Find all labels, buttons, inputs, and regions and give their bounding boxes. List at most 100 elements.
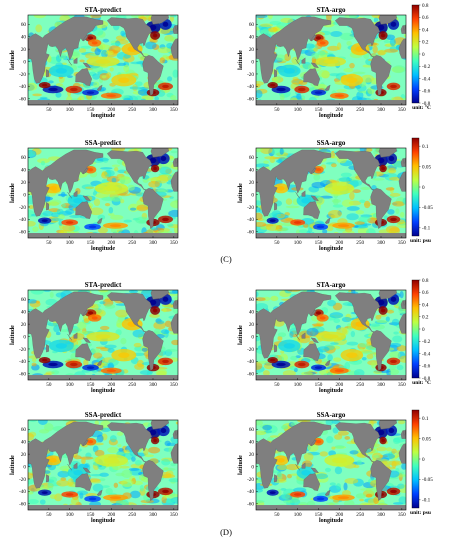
- anomaly-speckle: [354, 224, 369, 229]
- anomaly-speckle: [123, 219, 132, 223]
- anomaly-speckle: [116, 431, 124, 436]
- anomaly-speckle: [123, 64, 130, 73]
- land-mass: [303, 473, 320, 491]
- colorbar-tick-label: 0.05: [422, 436, 431, 442]
- anomaly-speckle: [385, 187, 395, 191]
- anomaly-speckle: [399, 355, 406, 363]
- anomaly-speckle: [265, 223, 280, 231]
- y-axis-label: latitude: [10, 183, 16, 203]
- land-mass: [82, 467, 91, 474]
- anomaly-speckle: [334, 445, 345, 449]
- anomaly-speckle: [160, 329, 170, 335]
- anomaly-speckle: [95, 346, 108, 350]
- land-mass: [274, 474, 277, 483]
- y-tick-label: 0: [23, 59, 26, 65]
- colorbar-tick-label: -0.1: [422, 498, 431, 504]
- anomaly-speckle: [282, 370, 296, 377]
- anomaly-speckle: [256, 336, 261, 342]
- colorbar-tick-label: -0.2: [422, 339, 431, 345]
- anomaly-speckle: [105, 487, 113, 495]
- x-tick-label: 50: [46, 107, 52, 113]
- anomaly-core: [70, 87, 78, 92]
- anomaly-speckle: [374, 148, 380, 153]
- anomaly-speckle: [346, 206, 360, 211]
- anomaly-speckle: [365, 493, 373, 498]
- anomaly-speckle: [117, 444, 122, 448]
- colorbar-tick-label: 0.1: [422, 144, 429, 150]
- land-mass: [310, 195, 319, 202]
- anomaly-speckle: [105, 50, 114, 55]
- anomaly-speckle: [352, 71, 366, 75]
- anomaly-speckle: [78, 95, 85, 102]
- land-mass: [28, 291, 104, 359]
- anomaly-speckle: [268, 27, 278, 33]
- x-tick-label: 100: [66, 512, 74, 518]
- y-tick-label: 20: [21, 452, 27, 458]
- colorbar-tick-label: 0.1: [422, 416, 429, 422]
- anomaly-field: [256, 420, 406, 510]
- anomaly-core: [162, 296, 169, 302]
- x-tick-label: 150: [87, 240, 95, 246]
- land-mass: [301, 332, 306, 339]
- anomaly-field: [256, 15, 406, 105]
- anomaly-speckle: [372, 45, 378, 54]
- anomaly-speckle: [343, 482, 348, 491]
- colorbar-tick-label: 0.4: [422, 27, 429, 33]
- y-tick-label: -40: [19, 489, 26, 495]
- anomaly-speckle: [382, 453, 396, 460]
- anomaly-speckle: [277, 332, 287, 338]
- anomaly-speckle: [402, 197, 406, 205]
- land-mass: [274, 202, 277, 211]
- plot-frame: [255, 147, 407, 239]
- anomaly-speckle: [159, 57, 166, 64]
- x-tick-label: 300: [377, 107, 385, 113]
- anomaly-speckle: [28, 82, 38, 91]
- anomaly-speckle: [70, 497, 80, 506]
- x-tick-label: 150: [315, 107, 323, 113]
- anomaly-speckle: [256, 302, 269, 312]
- land-mass: [310, 34, 317, 41]
- anomaly-speckle: [397, 420, 406, 425]
- anomaly-speckle: [28, 499, 39, 505]
- anomaly-speckle: [385, 316, 390, 322]
- anomaly-speckle: [53, 325, 61, 333]
- y-axis-label: latitude: [238, 50, 244, 70]
- anomaly-speckle: [318, 69, 330, 78]
- anomaly-speckle: [77, 65, 86, 69]
- anomaly-speckle: [337, 430, 349, 436]
- anomaly-speckle: [104, 169, 115, 177]
- anomaly-core: [269, 491, 276, 495]
- anomaly-core: [301, 469, 311, 476]
- anomaly-speckle: [168, 209, 178, 218]
- colorbar-tick-label: 0: [422, 185, 425, 191]
- anomaly-speckle: [388, 368, 400, 375]
- colorbar-tick-label: 0: [422, 457, 425, 463]
- anomaly-speckle: [341, 316, 352, 323]
- anomaly-speckle: [256, 488, 264, 493]
- land-mass: [106, 17, 164, 96]
- anomaly-speckle: [319, 451, 328, 457]
- anomaly-speckle: [28, 150, 36, 158]
- plot-frame: [255, 289, 407, 381]
- anomaly-speckle: [388, 460, 402, 466]
- land-mass: [75, 343, 92, 361]
- anomaly-speckle: [355, 493, 366, 499]
- anomaly-speckle: [326, 436, 334, 444]
- anomaly-speckle: [107, 212, 115, 216]
- anomaly-speckle: [361, 356, 367, 361]
- y-tick-label: -20: [19, 205, 26, 211]
- anomaly-speckle: [51, 370, 60, 375]
- land-mass: [256, 149, 332, 217]
- anomaly-speckle: [101, 485, 110, 488]
- anomaly-speckle: [317, 50, 326, 56]
- anomaly-speckle: [119, 176, 132, 185]
- anomaly-speckle: [362, 64, 373, 68]
- anomaly-core: [48, 362, 58, 367]
- anomaly-speckle: [331, 420, 341, 425]
- anomaly-core: [153, 438, 157, 443]
- anomaly-speckle: [28, 299, 38, 304]
- y-axis-label: latitude: [238, 325, 244, 345]
- anomaly-speckle: [364, 200, 371, 209]
- x-tick-label: 100: [294, 240, 302, 246]
